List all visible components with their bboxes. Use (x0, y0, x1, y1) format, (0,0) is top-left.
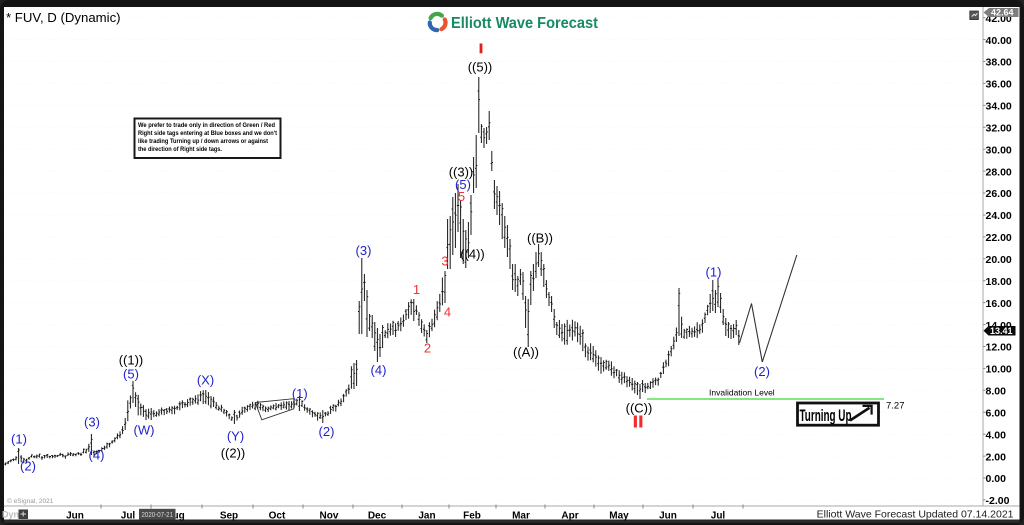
svg-text:Turning Up: Turning Up (800, 407, 852, 425)
svg-text:36.00: 36.00 (986, 79, 1012, 91)
svg-text:the direction of Right side ta: the direction of Right side tags. (138, 146, 222, 153)
svg-text:42.64: 42.64 (991, 8, 1014, 18)
svg-text:30.00: 30.00 (986, 144, 1012, 156)
svg-text:Nov: Nov (320, 511, 339, 522)
svg-text:38.00: 38.00 (986, 57, 1012, 69)
svg-text:(3): (3) (84, 415, 100, 430)
svg-text:(1): (1) (706, 265, 722, 280)
svg-text:0.00: 0.00 (986, 473, 1007, 485)
svg-text:(4): (4) (371, 363, 387, 378)
svg-text:28.00: 28.00 (986, 166, 1012, 178)
svg-text:26.00: 26.00 (986, 188, 1012, 200)
svg-text:(1): (1) (292, 386, 308, 401)
svg-text:40.00: 40.00 (986, 35, 1012, 47)
svg-text:Dec: Dec (368, 511, 387, 522)
svg-text:((2)): ((2)) (221, 446, 246, 461)
svg-text:((A)): ((A)) (513, 345, 539, 360)
svg-text:2.00: 2.00 (986, 451, 1007, 463)
svg-text:22.00: 22.00 (986, 232, 1012, 244)
svg-text:(4): (4) (89, 448, 105, 463)
svg-text:((4)): ((4)) (460, 247, 485, 262)
svg-text:Elliott Wave Forecast: Elliott Wave Forecast (451, 15, 598, 32)
svg-text:(3): (3) (356, 243, 372, 258)
svg-text:1: 1 (413, 282, 420, 297)
svg-text:© eSignal, 2021: © eSignal, 2021 (7, 497, 54, 505)
svg-text:10.00: 10.00 (986, 364, 1012, 376)
svg-text:13.41: 13.41 (990, 326, 1013, 336)
svg-text:We prefer to trade only in dir: We prefer to trade only in direction of … (138, 122, 275, 129)
svg-text:3: 3 (441, 254, 448, 269)
svg-text:Right side tags entering at Bl: Right side tags entering at Blue boxes a… (138, 130, 278, 137)
svg-text:24.00: 24.00 (986, 210, 1012, 222)
svg-text:like trading Turning up / down: like trading Turning up / down arrows or… (138, 138, 269, 145)
svg-text:(2): (2) (319, 424, 335, 439)
svg-text:Invalidation Level: Invalidation Level (709, 388, 775, 398)
svg-text:Sep: Sep (220, 511, 238, 522)
svg-text:18.00: 18.00 (986, 276, 1012, 288)
svg-text:Jul: Jul (711, 511, 726, 522)
svg-text:5: 5 (458, 189, 465, 204)
svg-text:(1): (1) (11, 432, 27, 447)
svg-text:(5): (5) (455, 177, 471, 192)
svg-text:(X): (X) (197, 373, 214, 388)
svg-text:(5): (5) (123, 367, 139, 382)
svg-text:(2): (2) (20, 459, 36, 474)
svg-text:Feb: Feb (463, 511, 481, 522)
svg-text:34.00: 34.00 (986, 101, 1012, 113)
svg-text:Jul: Jul (121, 511, 136, 522)
svg-text:Jun: Jun (66, 511, 84, 522)
svg-text:(2): (2) (754, 364, 770, 379)
svg-text:Mar: Mar (512, 511, 530, 522)
svg-text:4: 4 (444, 305, 451, 320)
svg-text:((5)): ((5)) (468, 60, 493, 75)
svg-text:(W): (W) (134, 423, 155, 438)
svg-text:7.27: 7.27 (886, 401, 905, 412)
svg-text:((C)): ((C)) (626, 401, 653, 416)
svg-text:8.00: 8.00 (986, 386, 1007, 398)
svg-text:16.00: 16.00 (986, 298, 1012, 310)
svg-text:((3)): ((3)) (449, 165, 474, 180)
svg-text:2: 2 (424, 341, 431, 356)
svg-text:2020-07-21: 2020-07-21 (142, 510, 174, 519)
svg-text:((1)): ((1)) (119, 353, 144, 368)
svg-text:Oct: Oct (269, 511, 286, 522)
svg-text:May: May (609, 511, 629, 522)
svg-text:Jan: Jan (418, 511, 435, 522)
svg-text:6.00: 6.00 (986, 407, 1007, 419)
svg-text:4.00: 4.00 (986, 429, 1007, 441)
svg-text:32.00: 32.00 (986, 123, 1012, 135)
svg-text:-2.00: -2.00 (986, 495, 1010, 507)
svg-text:((B)): ((B)) (527, 231, 553, 246)
svg-text:Apr: Apr (561, 511, 578, 522)
svg-text:Dyn: Dyn (2, 510, 19, 520)
svg-text:(Y): (Y) (227, 429, 244, 444)
svg-text:Jun: Jun (659, 511, 677, 522)
svg-text:Elliott Wave Forecast Updated: Elliott Wave Forecast Updated 07.14.2021 (817, 509, 1014, 521)
svg-text:* FUV, D (Dynamic): * FUV, D (Dynamic) (6, 10, 121, 25)
svg-text:12.00: 12.00 (986, 342, 1012, 354)
svg-text:20.00: 20.00 (986, 254, 1012, 266)
